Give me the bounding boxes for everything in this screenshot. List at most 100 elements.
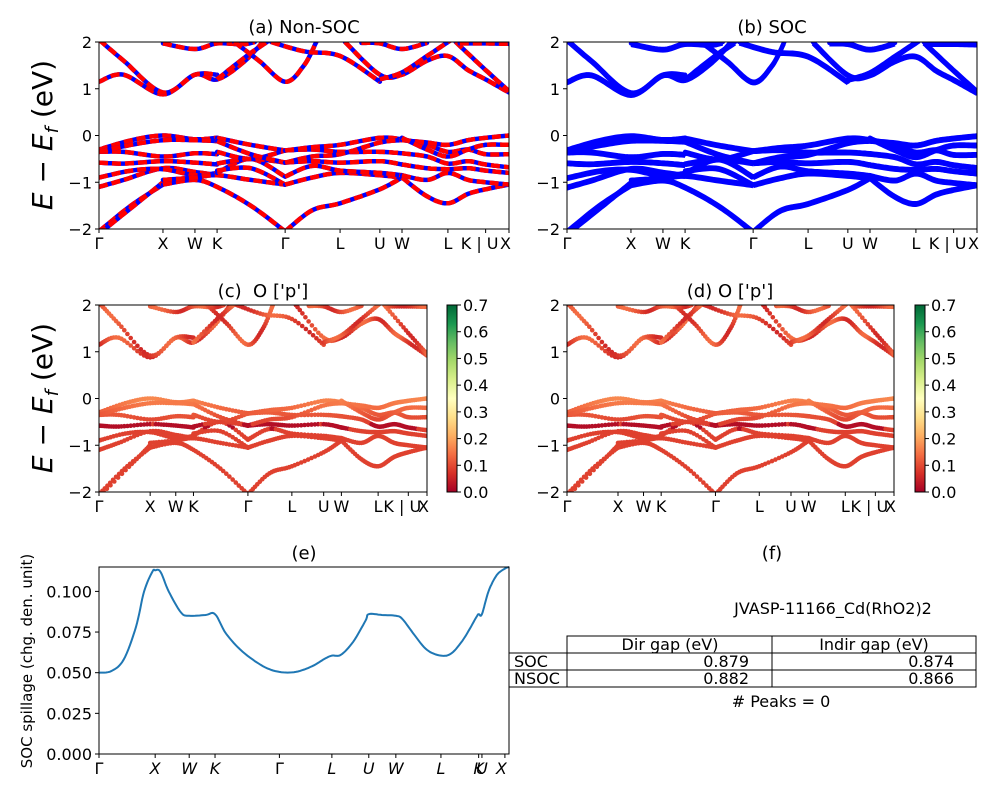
projected-point bbox=[891, 305, 894, 310]
bands-d bbox=[565, 300, 894, 492]
band-line-nonsoc bbox=[400, 135, 509, 159]
ylabel-unit: (eV) bbox=[26, 323, 59, 390]
projected-point bbox=[587, 324, 592, 330]
xtick-label: Γ bbox=[563, 497, 572, 516]
projected-point bbox=[307, 329, 312, 335]
ytick-label: −2 bbox=[536, 220, 560, 239]
projected-point bbox=[303, 326, 309, 332]
projected-point bbox=[424, 305, 427, 310]
projected-point bbox=[599, 415, 605, 420]
band-line bbox=[867, 162, 977, 176]
xtick-label: Γ bbox=[243, 497, 252, 516]
xtick-label: W bbox=[333, 497, 349, 516]
projected-point bbox=[691, 471, 697, 477]
projected-point bbox=[305, 432, 311, 438]
projected-point bbox=[846, 300, 851, 305]
xtick-label: L bbox=[287, 497, 296, 516]
band-line-split bbox=[927, 43, 977, 48]
band-line-nonsoc bbox=[216, 165, 287, 187]
xtick-label: K bbox=[473, 759, 485, 778]
xtick-label: K bbox=[212, 234, 223, 253]
ylabel-sub: f bbox=[42, 124, 63, 133]
bands-b bbox=[567, 42, 977, 229]
panel-c-ylabel: E − Ef (eV) bbox=[26, 323, 63, 473]
ytick-label: 0 bbox=[82, 127, 92, 146]
projected-point bbox=[398, 322, 404, 327]
projected-point bbox=[857, 312, 862, 317]
ytick-label: 2 bbox=[550, 33, 560, 52]
band-line-nonsoc bbox=[401, 151, 509, 170]
band-line-split bbox=[869, 164, 977, 177]
projected-point bbox=[309, 422, 314, 427]
soc-dir-gap: 0.879 bbox=[703, 652, 749, 671]
band-line-nonsoc bbox=[162, 42, 256, 52]
projected-point bbox=[138, 347, 144, 352]
bands-a bbox=[99, 42, 509, 229]
projected-point bbox=[587, 471, 593, 477]
projected-point bbox=[306, 319, 311, 324]
band-line-split bbox=[829, 42, 896, 53]
projected-point bbox=[766, 423, 771, 428]
projected-point bbox=[862, 318, 868, 324]
ytick-label: 1 bbox=[550, 80, 560, 99]
xtick-label: U bbox=[476, 759, 488, 778]
band-line-split bbox=[701, 42, 786, 86]
colorbar-c: 0.0 0.1 0.2 0.3 0.4 0.5 0.6 0.7 bbox=[446, 296, 488, 502]
colorbar-tick-label: 0.1 bbox=[463, 456, 488, 475]
colorbar-tick-label: 0.3 bbox=[931, 403, 956, 422]
band-line bbox=[867, 151, 977, 170]
projected-point bbox=[762, 423, 768, 428]
projected-point bbox=[309, 323, 315, 328]
projected-point bbox=[303, 315, 308, 320]
projected-point bbox=[596, 343, 601, 348]
projected-point bbox=[302, 410, 307, 416]
projected-point bbox=[603, 415, 608, 421]
ytick-label: −2 bbox=[68, 483, 92, 502]
band-line-split bbox=[684, 138, 754, 155]
panel-c-title: (c) O ['p'] bbox=[218, 281, 309, 302]
band-line-split bbox=[752, 165, 871, 181]
projected-point bbox=[565, 300, 570, 305]
ylabel-main: E − E bbox=[26, 396, 59, 473]
xtick-label: Γ bbox=[281, 234, 290, 253]
projected-point bbox=[599, 339, 605, 345]
xtick-label: Γ bbox=[711, 497, 720, 516]
band-line-soc bbox=[284, 175, 405, 229]
xtick-label: W bbox=[655, 234, 671, 253]
colorbar-tick-label: 0.6 bbox=[931, 323, 956, 342]
projected-point bbox=[599, 346, 605, 351]
band-line-split bbox=[869, 135, 977, 149]
xtick-label: K | U bbox=[383, 497, 421, 516]
panel-f-title: (f) bbox=[762, 543, 782, 564]
projected-point bbox=[783, 330, 788, 336]
ytick-label: −1 bbox=[536, 173, 560, 192]
ylabel-unit: (eV) bbox=[26, 60, 59, 127]
projected-point bbox=[701, 480, 706, 485]
xtick-label: X bbox=[145, 497, 156, 516]
band-line-split bbox=[752, 140, 871, 167]
projected-point bbox=[131, 346, 137, 351]
ytick-label: −1 bbox=[68, 173, 92, 192]
projected-point bbox=[224, 471, 229, 477]
projected-point bbox=[295, 423, 301, 428]
projected-point bbox=[603, 422, 608, 428]
xtick-label: U bbox=[318, 497, 330, 516]
band-line-soc bbox=[160, 177, 286, 229]
band-line bbox=[628, 177, 754, 229]
xtick-label: W bbox=[388, 759, 405, 778]
band-line-nonsoc bbox=[284, 175, 404, 229]
colorbar-tick-label: 0.5 bbox=[463, 349, 488, 368]
projected-point bbox=[309, 412, 314, 418]
projected-point bbox=[424, 351, 427, 357]
band-line-nonsoc bbox=[400, 175, 509, 206]
band-line-split bbox=[630, 42, 724, 53]
xtick-label: U bbox=[785, 497, 797, 516]
projected-point bbox=[769, 422, 775, 428]
projected-point bbox=[764, 307, 770, 313]
projected-point bbox=[125, 331, 130, 337]
projected-point bbox=[826, 305, 831, 309]
ytick-label: 1 bbox=[82, 80, 92, 99]
projected-point bbox=[766, 411, 771, 417]
